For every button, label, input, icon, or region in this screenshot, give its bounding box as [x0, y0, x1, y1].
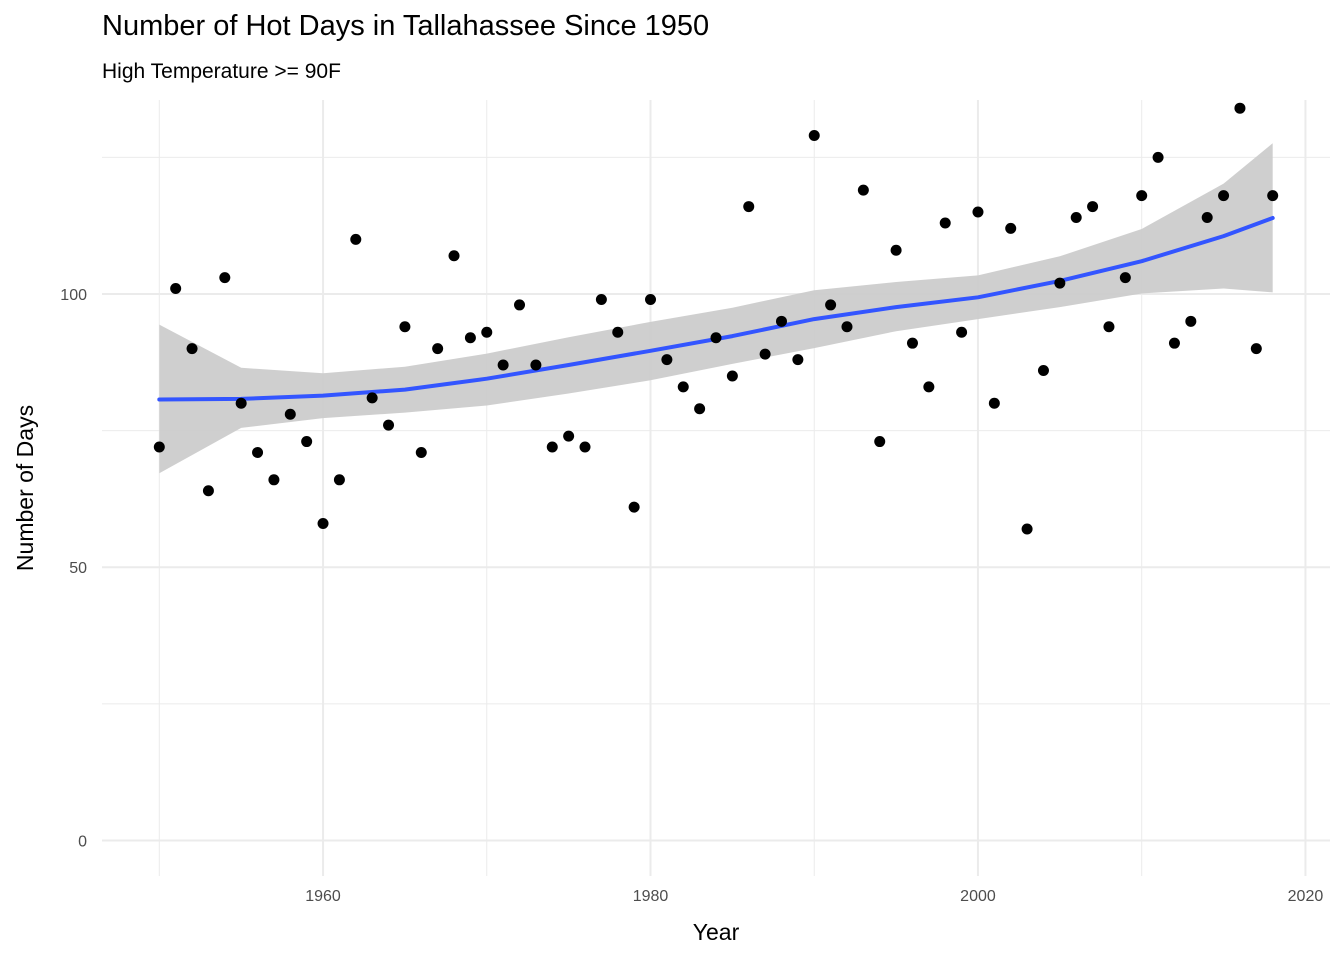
data-point — [252, 446, 264, 458]
data-point — [628, 501, 640, 513]
data-point — [301, 436, 313, 448]
data-point — [857, 184, 869, 196]
data-point — [399, 321, 411, 333]
data-point — [219, 272, 231, 284]
minor-gridlines — [102, 100, 1330, 876]
data-point — [661, 354, 673, 366]
data-point — [1218, 190, 1230, 202]
data-point — [874, 436, 886, 448]
chart-title: Number of Hot Days in Tallahassee Since … — [102, 10, 710, 42]
data-point — [825, 299, 837, 311]
data-point — [759, 348, 771, 360]
data-point — [481, 326, 493, 338]
data-point — [448, 250, 460, 262]
data-point — [202, 485, 214, 497]
data-point — [645, 293, 657, 305]
data-point — [972, 206, 984, 218]
data-point — [841, 321, 853, 333]
chart-subtitle: High Temperature >= 90F — [102, 60, 341, 83]
y-axis-title: Number of Days — [12, 405, 38, 571]
x-tick-label: 1960 — [305, 888, 341, 905]
data-point — [1234, 102, 1246, 114]
data-point — [1168, 337, 1180, 349]
data-point — [808, 130, 820, 142]
data-point — [1103, 321, 1115, 333]
data-point — [775, 315, 787, 327]
data-point — [284, 408, 296, 420]
y-tick-label: 50 — [69, 560, 87, 577]
data-point — [694, 403, 706, 415]
data-point — [988, 397, 1000, 409]
y-tick-label: 100 — [60, 287, 87, 304]
data-point — [170, 283, 182, 295]
data-point — [563, 430, 575, 442]
data-point — [317, 518, 329, 530]
data-point — [186, 343, 198, 355]
data-point — [530, 359, 542, 371]
data-point — [333, 474, 345, 486]
data-point — [1136, 190, 1148, 202]
data-point — [383, 419, 395, 431]
data-point — [1152, 151, 1164, 163]
data-point — [366, 392, 378, 404]
data-point — [595, 293, 607, 305]
data-point — [906, 337, 918, 349]
data-point — [890, 244, 902, 256]
data-point — [939, 217, 951, 229]
data-point — [579, 441, 591, 453]
data-point — [1201, 211, 1213, 223]
data-point — [1250, 343, 1262, 355]
x-axis-title: Year — [693, 919, 740, 945]
data-point — [415, 446, 427, 458]
data-point — [1005, 222, 1017, 234]
data-point — [546, 441, 558, 453]
data-point — [268, 474, 280, 486]
data-point — [1119, 272, 1131, 284]
data-point — [1070, 211, 1082, 223]
data-point — [1037, 365, 1049, 377]
x-tick-label: 2020 — [1288, 888, 1324, 905]
data-point — [1021, 523, 1033, 535]
x-tick-label: 1980 — [633, 888, 669, 905]
confidence-band-layer — [159, 143, 1273, 474]
data-point — [350, 233, 362, 245]
data-point — [432, 343, 444, 355]
points-layer — [153, 102, 1279, 535]
smooth-trend-line — [157, 216, 1275, 402]
smooth-line-layer — [157, 216, 1275, 402]
data-point — [677, 381, 689, 393]
data-point — [1087, 201, 1099, 213]
data-point — [1054, 277, 1066, 289]
x-tick-label: 2000 — [960, 888, 996, 905]
data-point — [464, 332, 476, 344]
x-tick-labels: 1960 1980 2000 2020 — [305, 888, 1323, 905]
data-point — [497, 359, 509, 371]
data-point — [235, 397, 247, 409]
data-point — [612, 326, 624, 338]
data-point — [956, 326, 968, 338]
data-point — [514, 299, 526, 311]
data-point — [792, 354, 804, 366]
confidence-band — [159, 143, 1273, 474]
y-tick-labels: 0 50 100 — [60, 287, 87, 850]
data-point — [726, 370, 738, 382]
data-point — [1185, 315, 1197, 327]
data-point — [153, 441, 165, 453]
y-tick-label: 0 — [78, 833, 87, 850]
data-point — [743, 201, 755, 213]
data-point — [1267, 190, 1279, 202]
major-gridlines — [102, 100, 1330, 876]
data-point — [710, 332, 722, 344]
data-point — [923, 381, 935, 393]
